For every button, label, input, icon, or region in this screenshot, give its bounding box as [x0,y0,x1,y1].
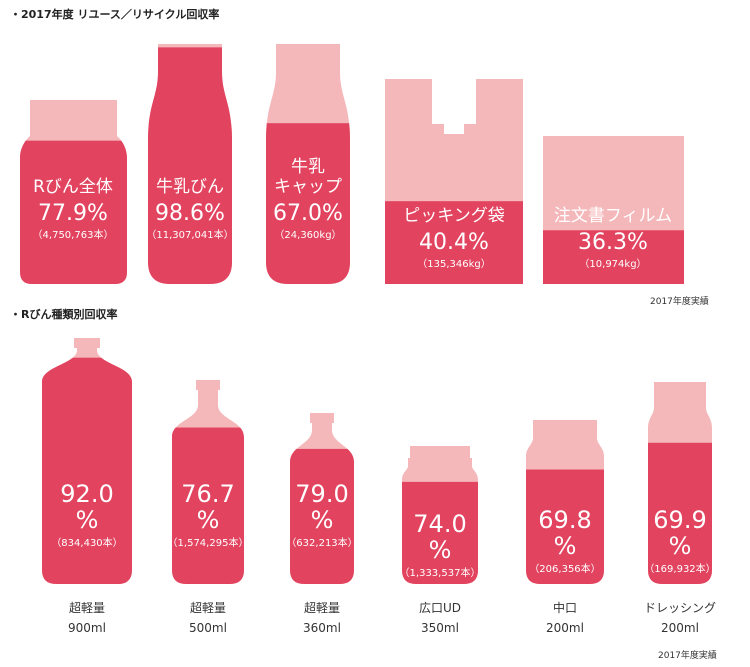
item-name: 牛乳びん [156,177,224,197]
pct-label: 98.6% [155,201,225,226]
count-label: （135,346kg） [417,258,491,270]
count-label: （24,360kg） [274,229,341,241]
count-label: （10,974kg） [579,258,646,270]
count-label: （4,750,763本） [33,228,114,241]
pct-unit: % [197,506,220,534]
fill-bar [526,469,604,584]
fill-bar [543,230,684,284]
fill-bar [385,201,523,284]
container-s1-3: ピッキング袋 40.4% （135,346kg） [385,79,523,284]
pct-number: 76.7 [181,480,234,508]
fill-bar [42,357,132,584]
container-s1-4: 注文書フィルム 36.3% （10,974kg） [543,136,684,284]
item-name: 牛乳 [291,157,325,177]
volume-label: 360ml [303,621,341,635]
volume-label: 350ml [421,621,459,635]
pct-unit: % [669,532,692,560]
container-s1-0: Rびん全体 77.9% （4,750,763本） [20,100,127,284]
item-name: 注文書フィルム [554,206,672,226]
volume-label: 500ml [189,621,227,635]
pct-unit: % [311,506,334,534]
fill-bar [648,442,712,584]
section2-title: ・Rびん種類別回収率 [10,308,118,321]
fill-bar [148,47,232,284]
container-s2-5: 69.9% （169,932本） ドレッシング 200ml [644,382,716,635]
pct-number: 74.0 [413,510,466,538]
category-label: 超軽量 [304,600,340,615]
container-s2-2: 79.0% （632,213本） 超軽量 360ml [286,413,358,635]
category-label: 超軽量 [190,600,226,615]
count-label: （169,932本） [644,562,715,575]
pct-unit: % [76,506,99,534]
pct-unit: % [429,536,452,564]
pct-label: 67.0% [273,201,343,226]
pct-number: 69.9 [653,506,706,534]
fill-bar [172,427,244,584]
category-label: 中口 [553,600,577,615]
fill-bar [290,448,354,584]
pct-label: 77.9% [38,201,108,226]
pct-label: 36.3% [578,230,648,255]
count-label: （11,307,041本） [146,228,233,241]
pct-number: 69.8 [538,506,591,534]
section2-note: 2017年度実績 [658,651,717,661]
count-label: （834,430本） [51,536,122,549]
fill-bar [266,123,350,284]
category-label: 超軽量 [69,600,105,615]
container-s2-3: 74.0% （1,333,537本） 広口UD 350ml [400,446,481,635]
category-label: ドレッシング [644,601,716,615]
volume-label: 200ml [661,621,699,635]
section1-note: 2017年度実績 [650,297,709,307]
container-s2-1: 76.7% （1,574,295本） 超軽量 500ml [168,380,249,635]
fill-bar [20,140,127,284]
section1-title: ・2017年度 リユース／リサイクル回収率 [10,8,220,21]
count-label: （1,574,295本） [168,536,249,549]
category-label: 広口UD [419,601,461,615]
count-label: （1,333,537本） [400,566,481,579]
pct-unit: % [554,532,577,560]
container-s1-1: 牛乳びん 98.6% （11,307,041本） [146,44,234,284]
fill-bar [402,481,478,584]
pct-label: 40.4% [419,230,489,255]
pct-number: 79.0 [295,480,348,508]
volume-label: 900ml [68,621,106,635]
pct-number: 92.0 [60,480,113,508]
container-s2-0: 92.0% （834,430本） 超軽量 900ml [42,338,132,635]
volume-label: 200ml [546,621,584,635]
item-name: ピッキング袋 [403,206,505,226]
container-s2-4: 69.8% （206,356本） 中口 200ml [526,420,604,635]
count-label: （206,356本） [529,562,600,575]
count-label: （632,213本） [286,536,357,549]
item-name: Rびん全体 [33,177,113,197]
item-name: キャップ [274,177,342,197]
